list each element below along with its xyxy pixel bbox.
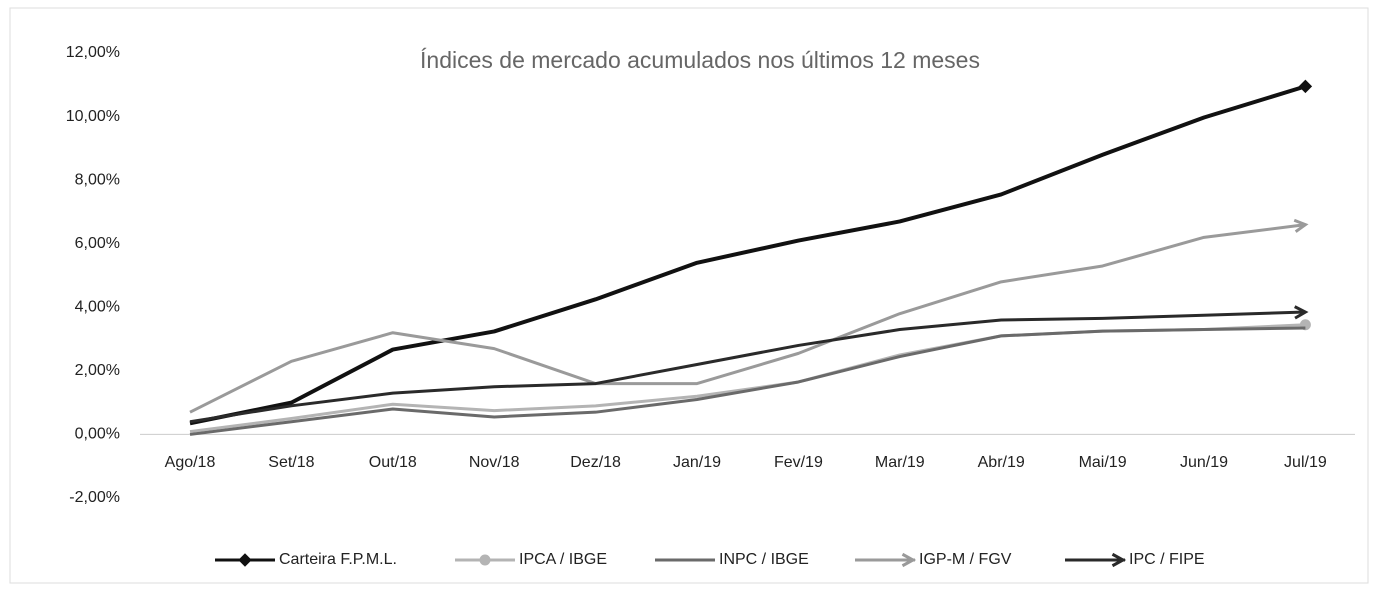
marker xyxy=(1298,79,1313,94)
series-line xyxy=(189,323,1306,434)
x-tick-label: Ago/18 xyxy=(165,454,216,471)
series-line xyxy=(189,223,1306,414)
marker xyxy=(1294,305,1309,320)
x-tick-label: Nov/18 xyxy=(469,454,520,471)
x-tick-label: Set/18 xyxy=(268,454,314,471)
x-tick-label: Fev/19 xyxy=(774,454,823,471)
legend-label: Carteira F.P.M.L. xyxy=(279,551,397,568)
series-line xyxy=(189,84,1306,426)
marker xyxy=(1111,552,1127,568)
y-tick-label: -2,00% xyxy=(69,489,120,506)
y-tick-label: 10,00% xyxy=(66,108,120,125)
y-tick-label: 2,00% xyxy=(75,362,120,379)
x-tick-label: Out/18 xyxy=(369,454,417,471)
legend-label: IGP-M / FGV xyxy=(919,551,1012,568)
x-tick-label: Mai/19 xyxy=(1079,454,1127,471)
x-tick-label: Dez/18 xyxy=(570,454,621,471)
series-line xyxy=(189,326,1306,436)
legend-label: IPCA / IBGE xyxy=(519,551,607,568)
y-tick-label: 12,00% xyxy=(66,44,120,61)
chart-title: Índices de mercado acumulados nos último… xyxy=(420,47,980,73)
series-line xyxy=(189,310,1306,424)
x-tick-label: Abr/19 xyxy=(978,454,1025,471)
marker xyxy=(238,553,252,567)
x-tick-label: Jul/19 xyxy=(1284,454,1327,471)
y-tick-label: 6,00% xyxy=(75,235,120,252)
y-tick-label: 4,00% xyxy=(75,299,120,316)
legend-label: IPC / FIPE xyxy=(1129,551,1205,568)
marker xyxy=(901,552,917,568)
chart-frame xyxy=(9,7,1369,584)
marker xyxy=(479,554,491,566)
x-tick-label: Mar/19 xyxy=(875,454,925,471)
legend-label: INPC / IBGE xyxy=(719,551,809,568)
marker xyxy=(1293,218,1309,233)
x-tick-label: Jun/19 xyxy=(1180,454,1228,471)
x-tick-label: Jan/19 xyxy=(673,454,721,471)
y-tick-label: 8,00% xyxy=(75,171,120,188)
y-tick-label: 0,00% xyxy=(75,426,120,443)
